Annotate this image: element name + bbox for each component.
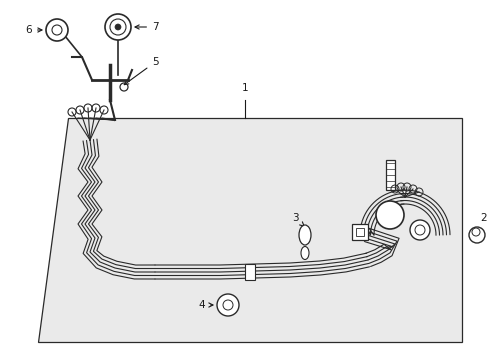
Text: 7: 7 [135,22,158,32]
Bar [244,264,254,280]
Bar [351,224,367,240]
Circle shape [46,19,68,41]
Text: 4: 4 [198,300,213,310]
Circle shape [409,220,429,240]
Text: 3: 3 [291,213,304,226]
Text: 5: 5 [124,57,158,85]
Ellipse shape [301,247,308,260]
Circle shape [468,227,484,243]
Bar [355,228,363,236]
Circle shape [217,294,239,316]
Polygon shape [38,118,461,342]
Ellipse shape [298,225,310,245]
Bar [385,160,394,190]
Circle shape [375,201,403,229]
Circle shape [52,25,62,35]
Circle shape [105,14,131,40]
Text: 2: 2 [476,213,486,239]
Circle shape [223,300,232,310]
Text: 6: 6 [25,25,42,35]
Circle shape [115,24,121,30]
Circle shape [414,225,424,235]
Circle shape [110,19,126,35]
Text: 1: 1 [241,83,248,93]
Circle shape [471,228,479,236]
